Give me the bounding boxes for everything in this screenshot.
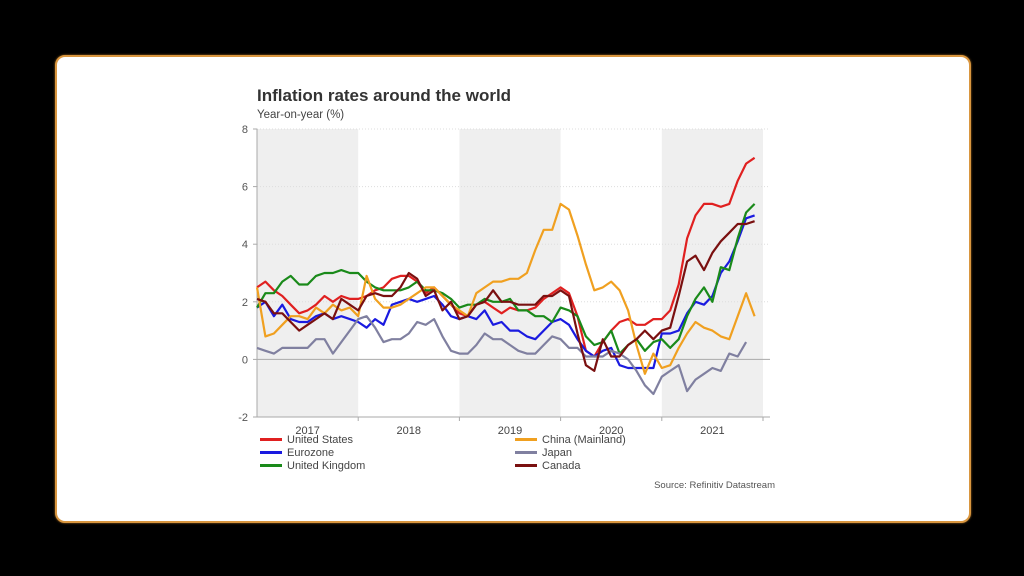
series-line-japan: [256, 315, 748, 396]
legend-label: China (Mainland): [542, 434, 626, 446]
x-tick-label: 2020: [599, 425, 623, 437]
legend-item: Canada: [515, 460, 581, 472]
legend-item: United States: [260, 434, 353, 446]
legend-label: Japan: [542, 447, 572, 459]
legend-label: Canada: [542, 460, 581, 472]
legend-swatch: [260, 437, 282, 441]
x-tick-label: 2018: [397, 425, 421, 437]
y-tick-label: 0: [242, 354, 248, 366]
year-band-2017: [257, 129, 359, 417]
legend-item: China (Mainland): [515, 434, 626, 446]
legend-swatch: [515, 437, 537, 441]
x-tick-label: 2019: [498, 425, 522, 437]
y-tick-label: 8: [242, 124, 248, 136]
legend-swatch: [260, 463, 282, 467]
source-note: Source: Refinitiv Datastream: [654, 480, 775, 491]
legend-label: United States: [287, 434, 354, 446]
x-tick-label: 2021: [700, 425, 724, 437]
chart-title: Inflation rates around the world: [257, 86, 512, 105]
y-tick-label: 4: [242, 239, 248, 251]
series-line-canada: [256, 220, 755, 372]
legend-label: United Kingdom: [287, 460, 366, 472]
legend-item: Japan: [515, 447, 572, 459]
legend-label: Eurozone: [287, 447, 335, 459]
series-line-united-states: [256, 156, 756, 358]
legend-item: Eurozone: [260, 447, 334, 459]
year-band-2021: [661, 129, 763, 417]
legend-swatch: [260, 450, 282, 454]
legend-swatch: [515, 463, 537, 467]
series-line-china-mainland: [255, 202, 756, 375]
y-tick-label: 6: [242, 182, 248, 194]
legend-item: United Kingdom: [260, 460, 365, 472]
y-tick-label: -2: [238, 412, 248, 424]
y-tick-label: 2: [242, 297, 248, 309]
chart-subtitle: Year-on-year (%): [257, 109, 345, 121]
x-tick-label: 2017: [295, 425, 319, 437]
legend-swatch: [515, 450, 537, 454]
series-line-eurozone: [256, 214, 755, 370]
year-band-2019: [459, 129, 561, 417]
series-line-united-kingdom: [256, 203, 756, 355]
